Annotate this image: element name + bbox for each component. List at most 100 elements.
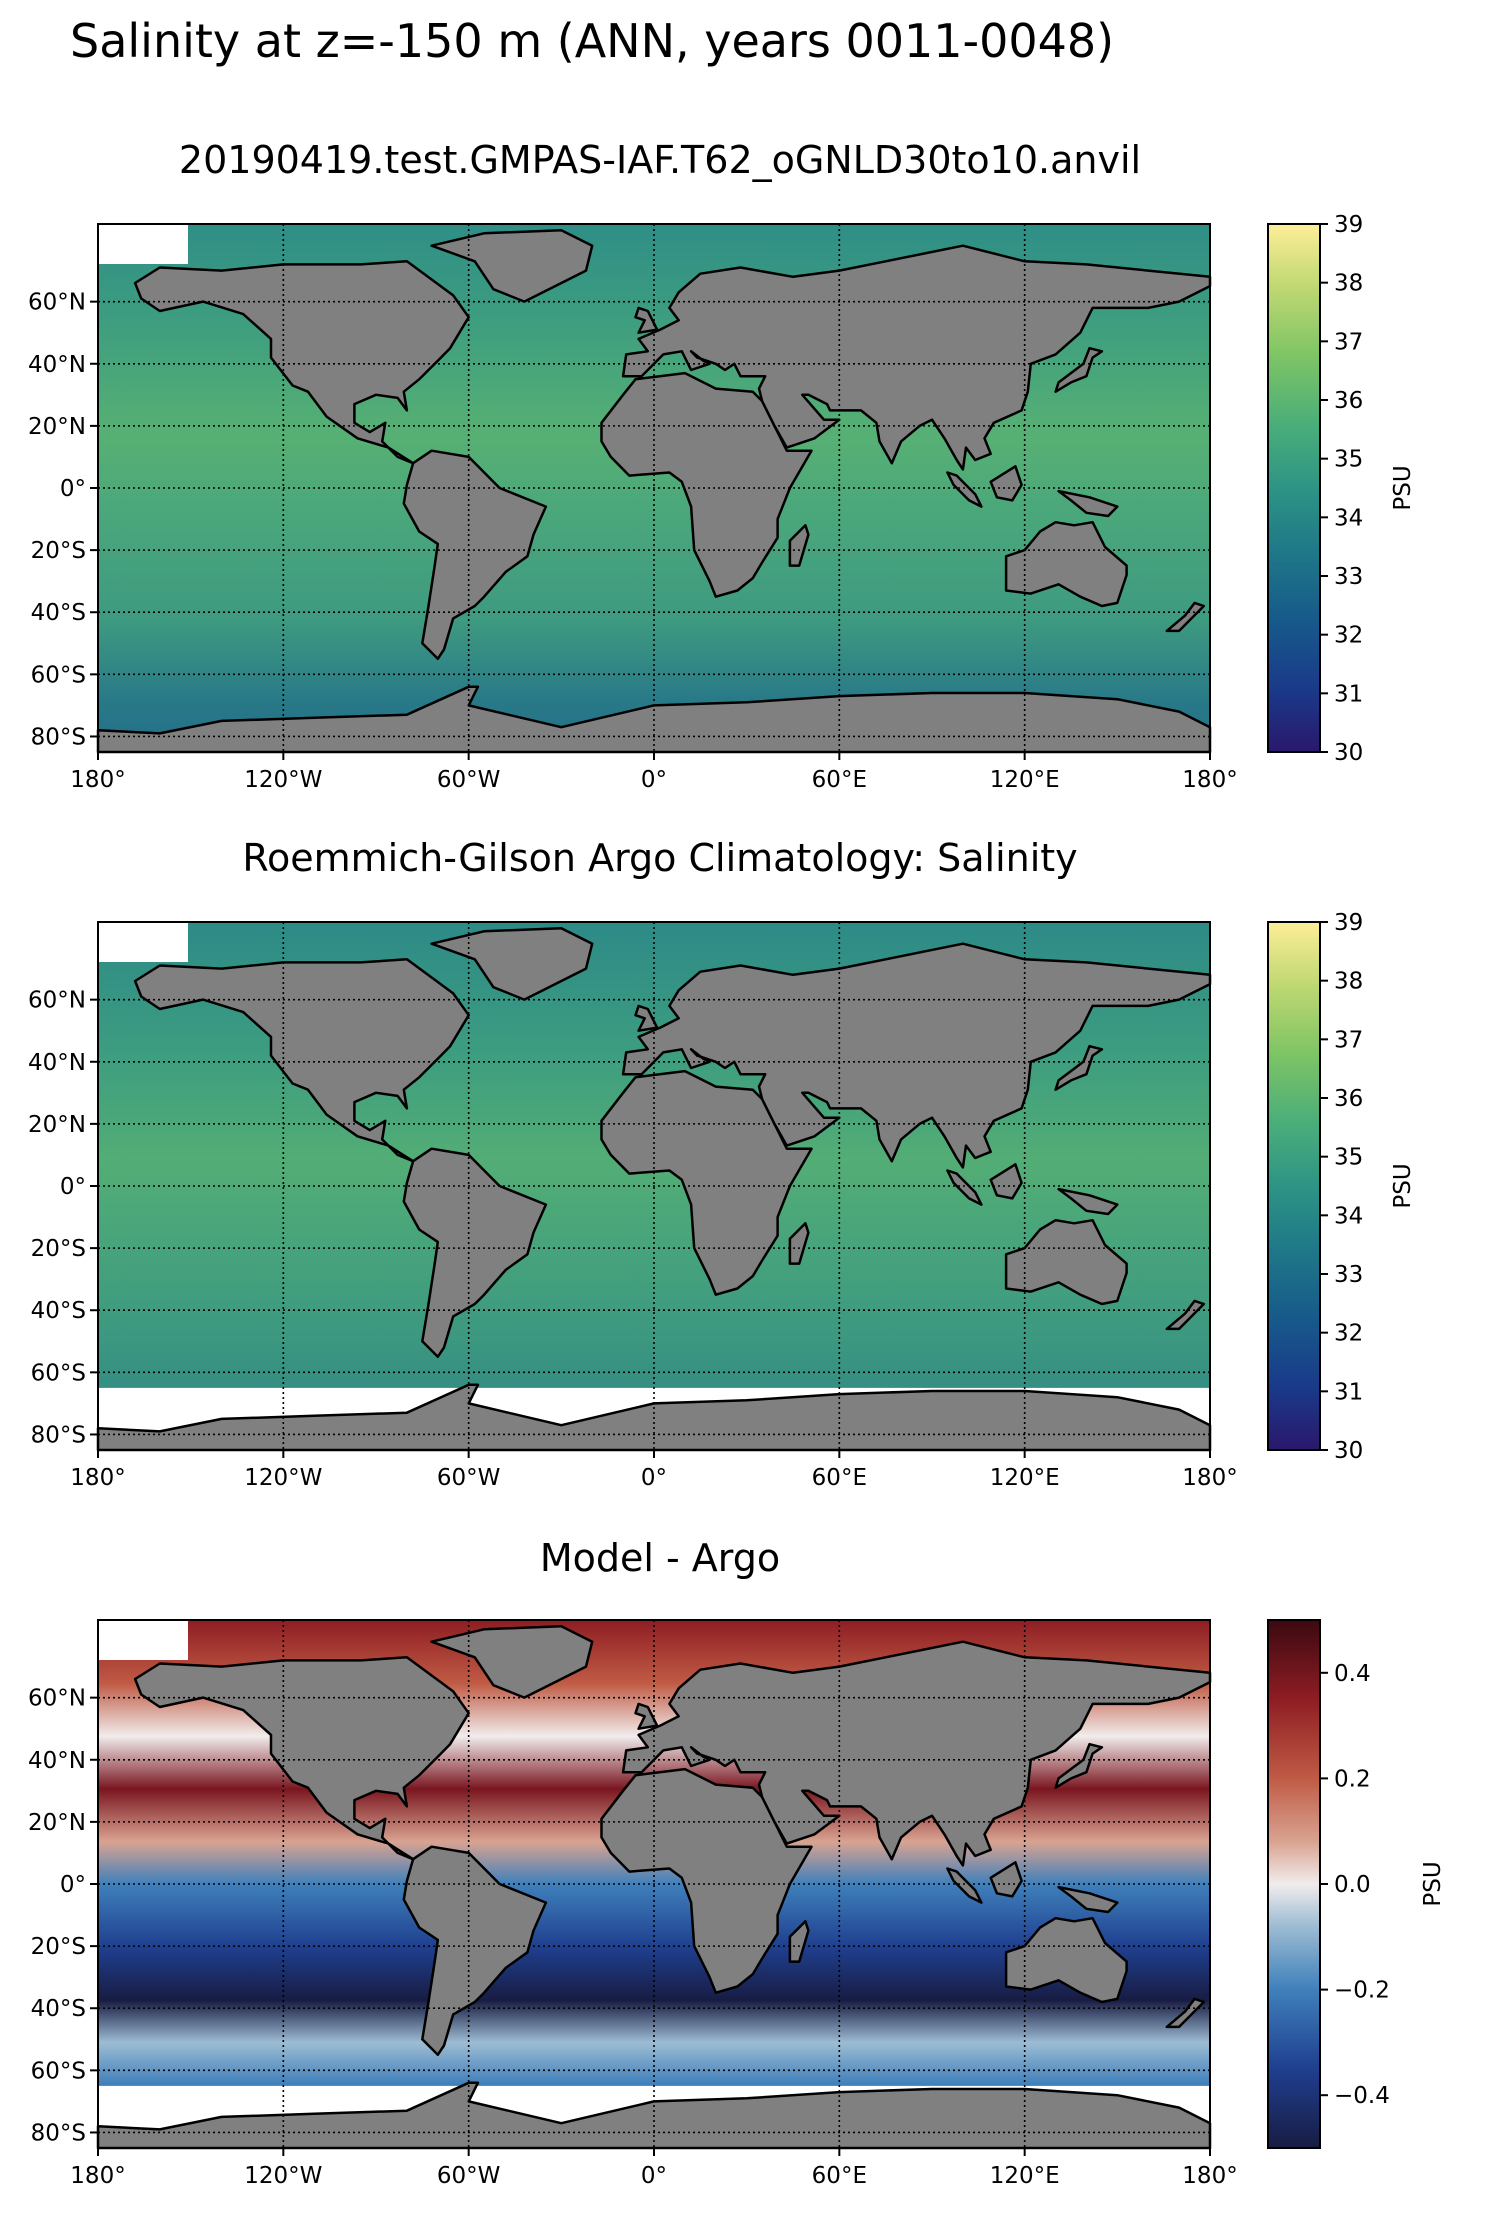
land-new-guinea — [1057, 1187, 1119, 1216]
colorbar-label: PSU — [1390, 465, 1416, 510]
lat-tick-label: 0° — [60, 1872, 86, 1898]
land-australia — [1004, 520, 1128, 608]
lat-tick-label: 60°S — [31, 662, 86, 688]
colorbar — [1267, 223, 1321, 753]
lon-tick-label: 60°W — [437, 1465, 501, 1491]
lat-tick-label: 60°N — [28, 290, 86, 316]
lon-tick-label: 180° — [70, 2163, 125, 2189]
colorbar-tick-label: 38 — [1334, 271, 1363, 297]
land-madagascar — [788, 1222, 810, 1265]
lon-tick-label: 120°E — [990, 1465, 1060, 1491]
colorbar-tick-label: 0.0 — [1334, 1872, 1371, 1898]
lat-tick-label: 80°S — [31, 2120, 86, 2146]
colorbar-tick-label: 0.4 — [1334, 1661, 1371, 1687]
land-borneo — [989, 1163, 1023, 1200]
land-japan — [1054, 1742, 1104, 1789]
lat-tick-label: 20°S — [31, 538, 86, 564]
land-new-zealand — [1165, 1299, 1206, 1331]
lon-tick-label: 120°W — [244, 1465, 322, 1491]
colorbar-tick-label: 39 — [1334, 212, 1363, 238]
colorbar-tick-label: 34 — [1334, 505, 1363, 531]
lat-tick-label: 20°N — [28, 1112, 86, 1138]
lat-tick-label: 20°S — [31, 1236, 86, 1262]
lat-tick-label: 40°S — [31, 1298, 86, 1324]
lat-tick-label: 0° — [60, 1174, 86, 1200]
land-north-america — [133, 958, 470, 1163]
land-borneo — [989, 1861, 1023, 1898]
lat-tick-label: 60°S — [31, 1360, 86, 1386]
figure-title: Salinity at z=-150 m (ANN, years 0011-00… — [70, 14, 1115, 68]
land-new-guinea — [1057, 489, 1119, 518]
lon-tick-label: 180° — [70, 767, 125, 793]
land-greenland — [430, 1624, 594, 1699]
colorbar-tick-label: −0.4 — [1334, 2083, 1390, 2109]
colorbar-tick-label: 33 — [1334, 1262, 1363, 1288]
colorbar — [1267, 921, 1321, 1451]
no-data-region — [98, 922, 188, 962]
map-panel-2: 60°N 40°N 20°N 0° 20°S 40°S 60°S 80°S 180° 120°W 6… — [28, 1619, 1446, 2189]
colorbar-tick-label: 36 — [1334, 388, 1363, 414]
lon-tick-label: 60°E — [812, 767, 867, 793]
colorbar-tick-label: 0.2 — [1334, 1766, 1371, 1792]
lon-tick-label: 60°W — [437, 767, 501, 793]
land-japan — [1054, 346, 1104, 393]
land-uk — [634, 306, 659, 334]
colorbar-tick-label: −0.2 — [1334, 1978, 1390, 2004]
colorbar-tick-label: 34 — [1334, 1203, 1363, 1229]
no-data-region — [98, 1620, 188, 1660]
land-borneo — [989, 465, 1023, 502]
lat-tick-label: 80°S — [31, 1422, 86, 1448]
lat-tick-label: 40°N — [28, 1050, 86, 1076]
land-new-zealand — [1165, 1997, 1206, 2029]
land-uk — [634, 1702, 659, 1730]
lon-tick-label: 0° — [641, 1465, 667, 1491]
land-new-zealand — [1165, 601, 1206, 633]
colorbar-tick-label: 38 — [1334, 969, 1363, 995]
map-panel-1: 60°N 40°N 20°N 0° 20°S 40°S 60°S 80°S 180° 120°W 6… — [28, 910, 1416, 1491]
lat-tick-label: 20°S — [31, 1934, 86, 1960]
colorbar-tick-label: 35 — [1334, 447, 1363, 473]
land-new-guinea — [1057, 1885, 1119, 1914]
lon-tick-label: 180° — [1182, 767, 1237, 793]
lat-tick-label: 60°N — [28, 988, 86, 1014]
lat-tick-label: 40°S — [31, 1996, 86, 2022]
colorbar-tick-label: 32 — [1334, 1321, 1363, 1347]
land-japan — [1054, 1044, 1104, 1091]
lat-tick-label: 60°S — [31, 2058, 86, 2084]
land-australia — [1004, 1916, 1128, 2004]
colorbar-tick-label: 31 — [1334, 681, 1363, 707]
colorbar-tick-label: 30 — [1334, 740, 1363, 766]
land-greenland — [430, 228, 594, 303]
land-uk — [634, 1004, 659, 1032]
no-data-region — [98, 224, 188, 264]
lat-tick-label: 0° — [60, 476, 86, 502]
lat-tick-label: 20°N — [28, 414, 86, 440]
lon-tick-label: 120°W — [244, 2163, 322, 2189]
lon-tick-label: 0° — [641, 767, 667, 793]
lon-tick-label: 0° — [641, 2163, 667, 2189]
land-south-america — [402, 1845, 548, 2057]
lon-tick-label: 180° — [70, 1465, 125, 1491]
land-australia — [1004, 1218, 1128, 1306]
lon-tick-label: 120°W — [244, 767, 322, 793]
land-madagascar — [788, 524, 810, 567]
lon-tick-label: 180° — [1182, 1465, 1237, 1491]
lon-tick-label: 60°E — [812, 2163, 867, 2189]
colorbar-tick-label: 37 — [1334, 1027, 1363, 1053]
lat-tick-label: 60°N — [28, 1686, 86, 1712]
colorbar-tick-label: 31 — [1334, 1379, 1363, 1405]
colorbar-label: PSU — [1420, 1861, 1446, 1906]
lon-tick-label: 60°E — [812, 1465, 867, 1491]
lon-tick-label: 60°W — [437, 2163, 501, 2189]
colorbar-tick-label: 37 — [1334, 329, 1363, 355]
land-north-america — [133, 260, 470, 465]
land-sumatra — [946, 1169, 983, 1206]
colorbar — [1267, 1619, 1321, 2149]
land-south-america — [402, 1147, 548, 1359]
map-panel-0: 60°N 40°N 20°N 0° 20°S 40°S 60°S 80°S 180° 120°W 6… — [28, 212, 1416, 793]
land-north-america — [133, 1656, 470, 1861]
lon-tick-label: 120°E — [990, 2163, 1060, 2189]
colorbar-tick-label: 39 — [1334, 910, 1363, 936]
colorbar-tick-label: 35 — [1334, 1145, 1363, 1171]
